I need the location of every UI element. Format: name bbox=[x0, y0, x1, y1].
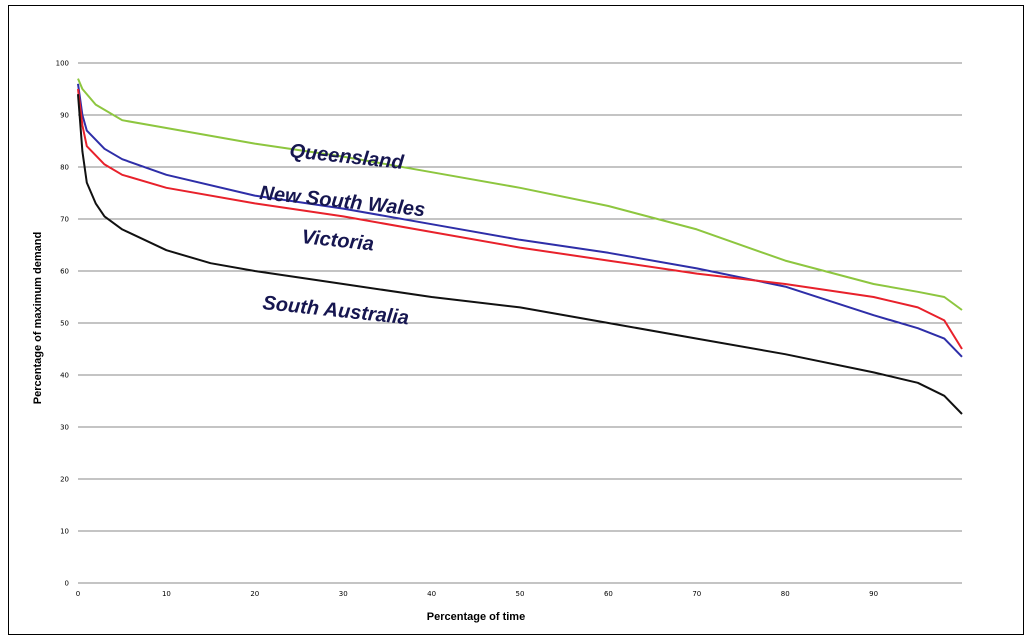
x-tick-label: 60 bbox=[604, 590, 613, 598]
series-lines bbox=[77, 78, 963, 415]
x-tick-label: 10 bbox=[162, 590, 171, 598]
y-axis-title: Percentage of maximum demand bbox=[32, 232, 44, 404]
y-axis-ticks: 0 10 20 30 40 50 60 70 80 90 100 bbox=[56, 60, 69, 588]
y-tick-label: 20 bbox=[60, 476, 69, 484]
series-line-queensland bbox=[77, 78, 963, 311]
series-line-victoria bbox=[77, 88, 963, 350]
y-tick-label: 0 bbox=[65, 580, 69, 588]
series-label-victoria: Victoria bbox=[300, 226, 375, 255]
y-tick-label: 90 bbox=[60, 112, 69, 120]
gridlines bbox=[78, 62, 962, 584]
y-tick-label: 100 bbox=[56, 60, 69, 68]
line-chart: 0 10 20 30 40 50 60 70 80 90 0 10 20 30 40 50 60 70 80 90 1… bbox=[32, 60, 963, 623]
x-tick-label: 80 bbox=[781, 590, 790, 598]
y-tick-label: 50 bbox=[60, 320, 69, 328]
chart-frame: 0 10 20 30 40 50 60 70 80 90 0 10 20 30 40 50 60 70 80 90 1… bbox=[8, 5, 1024, 635]
y-tick-label: 60 bbox=[60, 268, 69, 276]
x-tick-label: 0 bbox=[76, 590, 80, 598]
x-tick-label: 20 bbox=[250, 590, 259, 598]
x-tick-label: 40 bbox=[427, 590, 436, 598]
x-axis-ticks: 0 10 20 30 40 50 60 70 80 90 bbox=[76, 590, 878, 598]
series-line-new-south-wales bbox=[77, 83, 963, 358]
y-tick-label: 40 bbox=[60, 372, 69, 380]
x-axis-title: Percentage of time bbox=[427, 611, 525, 623]
x-tick-label: 30 bbox=[339, 590, 348, 598]
series-label-south-australia: South Australia bbox=[261, 292, 410, 329]
series-label-queensland: Queensland bbox=[288, 140, 405, 174]
x-tick-label: 90 bbox=[869, 590, 878, 598]
y-tick-label: 30 bbox=[60, 424, 69, 432]
y-tick-label: 80 bbox=[60, 164, 69, 172]
x-tick-label: 70 bbox=[692, 590, 701, 598]
series-labels: Queensland New South Wales Victoria Sout… bbox=[258, 140, 426, 329]
y-tick-label: 10 bbox=[60, 528, 69, 536]
series-line-south-australia bbox=[77, 94, 963, 415]
y-tick-label: 70 bbox=[60, 216, 69, 224]
x-tick-label: 50 bbox=[516, 590, 525, 598]
